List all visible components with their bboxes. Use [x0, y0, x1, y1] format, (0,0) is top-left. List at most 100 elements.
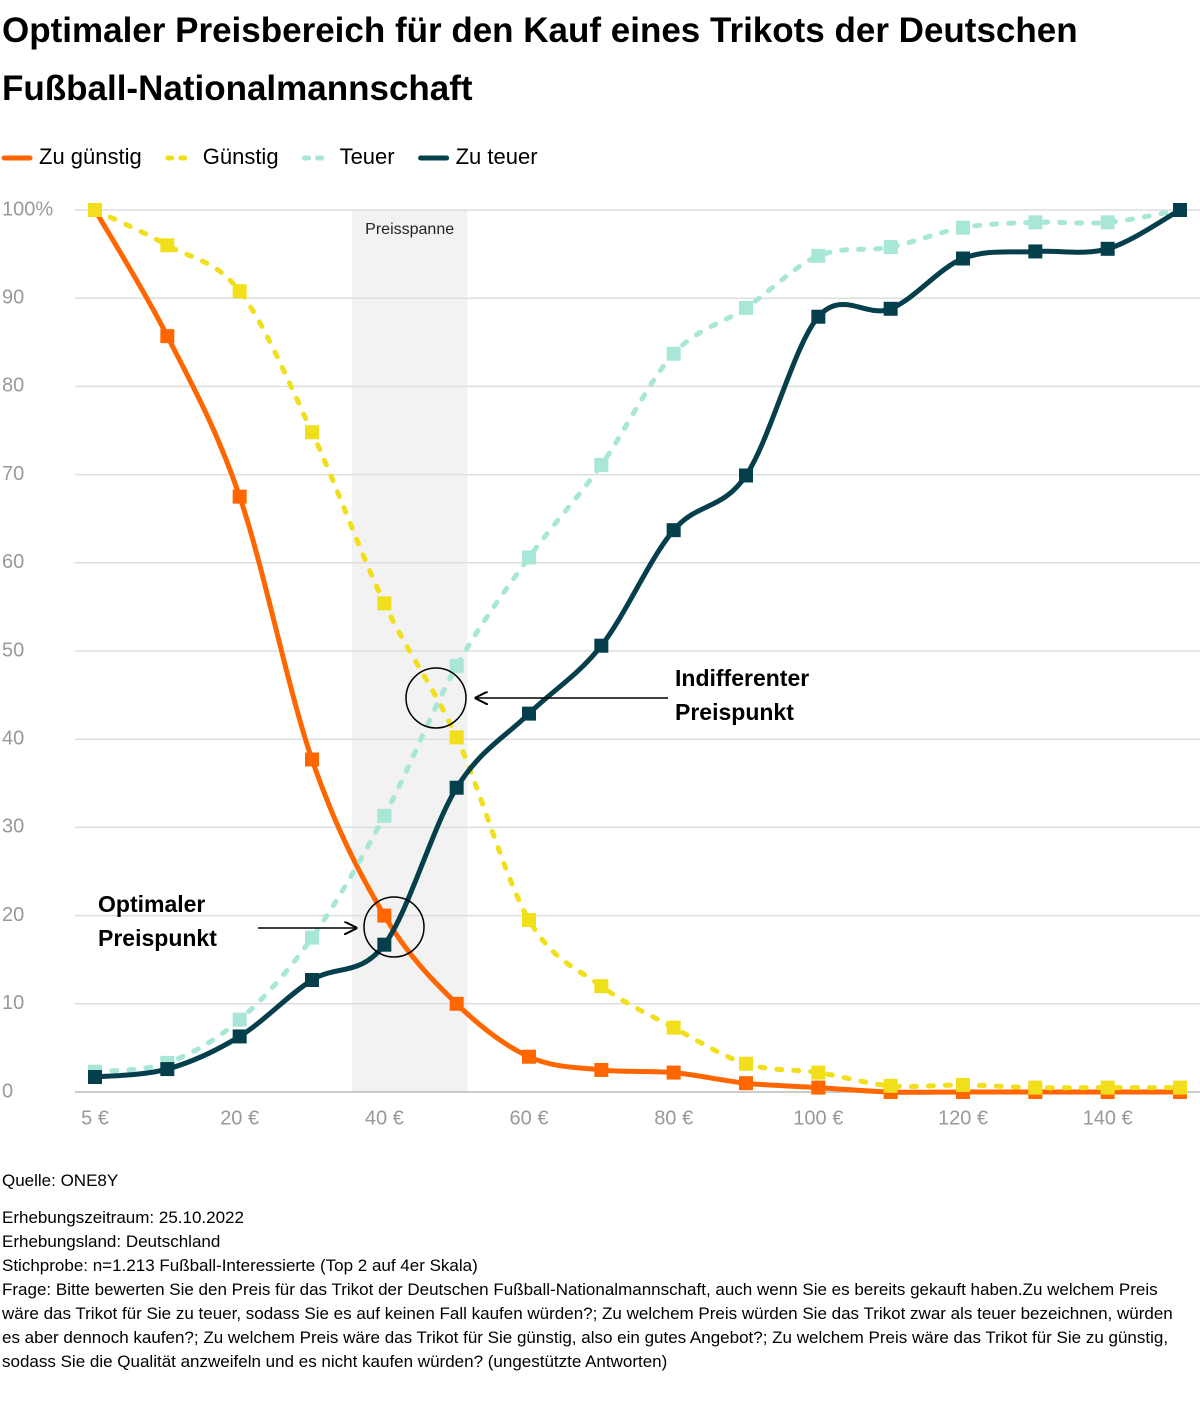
data-point: [232, 284, 247, 299]
legend-label: Zu teuer: [456, 144, 538, 169]
annotation-circle: [405, 667, 467, 729]
note: Erhebungszeitraum: 25.10.2022: [2, 1208, 244, 1227]
x-tick-label: 80 €: [654, 1107, 693, 1129]
data-point: [811, 309, 826, 324]
y-tick-label: 90: [2, 286, 24, 308]
footer: Quelle: ONE8Y Erhebungszeitraum: 25.10.2…: [2, 1169, 1182, 1374]
legend-item: Günstig: [165, 144, 279, 169]
data-point: [956, 251, 970, 266]
data-point: [232, 489, 247, 504]
legend-label: Günstig: [203, 144, 279, 169]
data-point: [739, 300, 753, 315]
chart: Preisspanne 0 10 20 30 40 50 60 70 80 90 100% 5 € 20 …: [1, 144, 1200, 1129]
series-line: [92, 207, 1183, 1091]
data-point: [883, 1078, 898, 1093]
data-point: [739, 1076, 753, 1091]
data-point: [666, 1065, 681, 1080]
data-point: [1173, 203, 1187, 217]
x-tick-label: 100 €: [793, 1107, 843, 1129]
legend-item: Zu teuer: [418, 144, 538, 169]
legend-label: Teuer: [340, 144, 395, 169]
data-point: [377, 596, 392, 611]
source: Quelle: ONE8Y: [2, 1171, 119, 1190]
data-point: [956, 1077, 970, 1092]
data-point: [160, 329, 175, 344]
y-tick-label: 100%: [2, 198, 53, 220]
note: Erhebungsland: Deutschland: [2, 1232, 221, 1251]
data-point: [1173, 1080, 1187, 1095]
data-point: [377, 808, 392, 823]
y-tick-label: 60: [2, 551, 24, 573]
data-point: [88, 203, 102, 217]
y-tick-label: 70: [2, 463, 24, 485]
y-tick-label: 40: [2, 727, 24, 749]
data-point: [594, 979, 609, 994]
data-point: [377, 937, 392, 952]
x-tick-label: 40 €: [365, 1107, 404, 1129]
data-point: [1028, 244, 1043, 259]
data-point: [305, 930, 319, 945]
legend-label: Zu günstig: [39, 144, 142, 169]
data-point: [377, 908, 392, 923]
data-point: [305, 425, 319, 440]
y-tick-label: 80: [2, 375, 24, 397]
data-point: [811, 248, 826, 263]
x-tick-label: 140 €: [1083, 1107, 1133, 1129]
y-tick-label: 30: [2, 816, 24, 838]
series-line: [92, 207, 1183, 1075]
data-point: [449, 658, 464, 673]
x-tick-label: 20 €: [220, 1107, 259, 1129]
chart-title: Optimaler Preisbereich für den Kauf eine…: [2, 11, 1078, 108]
data-point: [1100, 1080, 1115, 1095]
note: Stichprobe: n=1.213 Fußball-Interessiert…: [2, 1256, 478, 1275]
data-point: [232, 1029, 247, 1044]
data-point: [594, 457, 609, 472]
data-point: [1100, 241, 1115, 256]
data-point: [811, 1080, 826, 1095]
annotation-text: Optimaler: [98, 891, 205, 917]
data-point: [232, 1012, 247, 1027]
data-point: [666, 1020, 681, 1035]
y-tick-label: 0: [2, 1080, 13, 1102]
y-tick-label: 10: [2, 992, 24, 1014]
data-point: [522, 550, 536, 565]
data-point: [160, 1062, 175, 1077]
series-line: [92, 207, 1183, 1080]
legend-item: Zu günstig: [1, 144, 142, 169]
data-point: [522, 913, 536, 928]
data-point: [739, 1056, 753, 1071]
data-point: [449, 730, 464, 745]
x-tick-label: 120 €: [938, 1107, 988, 1129]
data-point: [305, 752, 319, 767]
data-point: [594, 1062, 609, 1077]
y-tick-label: 20: [2, 904, 24, 926]
data-point: [522, 1049, 536, 1064]
data-point: [522, 706, 536, 721]
data-point: [88, 1070, 102, 1085]
data-point: [666, 523, 681, 538]
x-tick-label: 5 €: [81, 1107, 109, 1129]
data-point: [956, 220, 970, 235]
data-point: [449, 780, 464, 795]
data-point: [883, 301, 898, 316]
annotation-text: Preispunkt: [675, 699, 794, 725]
data-point: [449, 996, 464, 1011]
data-point: [1028, 1080, 1043, 1095]
data-point: [305, 972, 319, 987]
data-point: [160, 238, 175, 253]
data-point: [739, 468, 753, 483]
data-point: [811, 1065, 826, 1080]
annotation-circle: [363, 896, 425, 958]
data-point: [594, 638, 609, 653]
data-point: [666, 346, 681, 361]
legend-item: Teuer: [302, 144, 395, 169]
notes: Erhebungszeitraum: 25.10.2022 Erhebungsla…: [2, 1206, 1182, 1374]
y-tick-label: 50: [2, 639, 24, 661]
note: Frage: Bitte bewerten Sie den Preis für …: [2, 1280, 1173, 1371]
data-point: [1100, 215, 1115, 230]
data-point: [1028, 215, 1043, 230]
x-tick-label: 60 €: [510, 1107, 549, 1129]
band-label: Preisspanne: [365, 221, 454, 238]
annotation-text: Preispunkt: [98, 925, 217, 951]
